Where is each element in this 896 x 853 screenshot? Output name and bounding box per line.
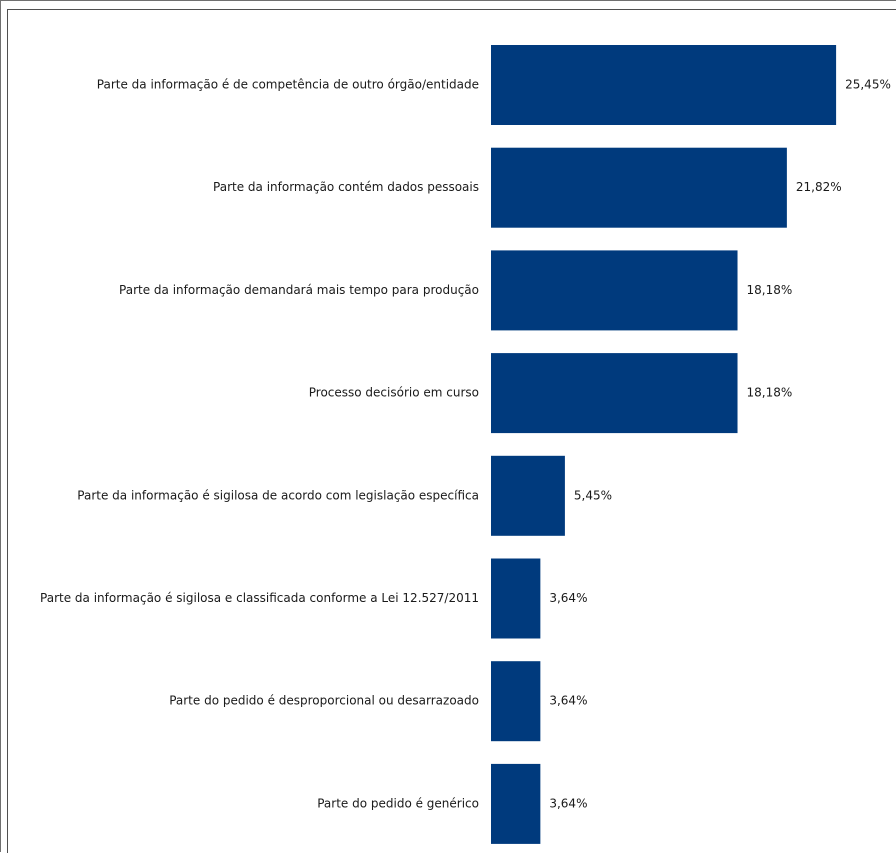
category-label: Parte do pedido é genérico	[317, 796, 479, 810]
value-label: 18,18%	[747, 386, 793, 400]
category-label: Processo decisório em curso	[309, 386, 479, 400]
category-label: Parte da informação é sigilosa e classif…	[40, 591, 479, 605]
bar	[491, 250, 738, 331]
bar	[491, 661, 541, 742]
value-label: 3,64%	[549, 591, 587, 605]
value-label: 3,64%	[549, 694, 587, 708]
category-label: Parte da informação é de competência de …	[97, 78, 479, 92]
bar	[491, 558, 541, 639]
value-label: 3,64%	[549, 796, 587, 810]
category-label: Parte da informação contém dados pessoai…	[213, 180, 479, 194]
category-label: Parte do pedido é desproporcional ou des…	[169, 694, 479, 708]
chart-inner-border	[7, 9, 896, 853]
value-label: 5,45%	[574, 488, 612, 502]
bar	[491, 147, 787, 228]
value-label: 18,18%	[747, 283, 793, 297]
value-label: 25,45%	[845, 78, 891, 92]
category-label: Parte da informação é sigilosa de acordo…	[77, 488, 479, 502]
bar	[491, 353, 738, 434]
value-label: 21,82%	[796, 180, 842, 194]
category-label: Parte da informação demandará mais tempo…	[119, 283, 479, 297]
bar	[491, 45, 837, 125]
bar	[491, 455, 565, 536]
bar	[491, 763, 541, 844]
